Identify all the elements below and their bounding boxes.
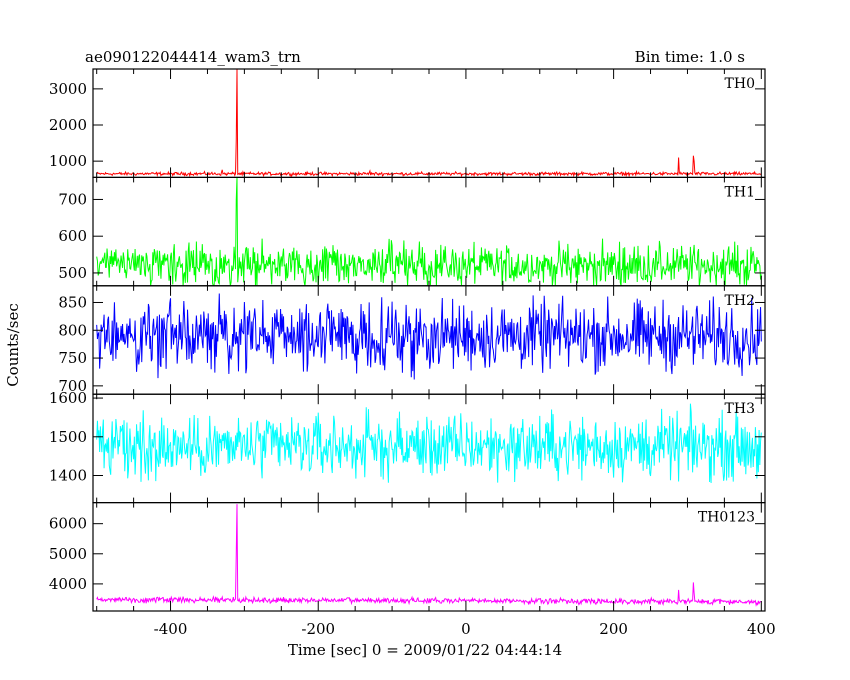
panel-label-th0123: TH0123	[698, 510, 755, 526]
series-line-th2	[96, 293, 762, 380]
y-tick-label: 600	[58, 227, 87, 245]
series-line-th0	[96, 68, 762, 178]
chart-right-title: Bin time: 1.0 s	[635, 48, 745, 66]
y-tick-label: 700	[58, 377, 87, 395]
series-line-th0123	[96, 504, 762, 607]
panel-label-th1: TH1	[725, 184, 755, 200]
y-tick-label: 1400	[49, 467, 87, 485]
y-tick-label: 850	[58, 293, 87, 311]
y-tick-label: 500	[58, 264, 87, 282]
y-tick-label: 700	[58, 190, 87, 208]
series-line-th3	[96, 403, 762, 483]
panel-frame-th0123	[92, 502, 766, 612]
x-tick-label: 200	[599, 620, 628, 638]
y-tick-label: 5000	[49, 545, 87, 563]
y-tick-label: 6000	[49, 515, 87, 533]
y-tick-label: 800	[58, 321, 87, 339]
chart-left-title: ae090122044414_wam3_trn	[85, 48, 301, 66]
panel-label-th3: TH3	[725, 401, 755, 417]
y-tick-label: 750	[58, 349, 87, 367]
x-tick-label: -200	[301, 620, 335, 638]
y-tick-label: 1500	[49, 428, 87, 446]
panel-frame-th0	[92, 68, 766, 179]
y-tick-label: 3000	[49, 80, 87, 98]
y-axis-label: Counts/sec	[4, 303, 22, 387]
x-tick-label: 0	[461, 620, 471, 638]
y-tick-label: 4000	[49, 575, 87, 593]
y-tick-label: 1000	[49, 152, 87, 170]
x-tick-label: -400	[154, 620, 188, 638]
series-line-th1	[96, 177, 762, 287]
y-tick-label: 2000	[49, 116, 87, 134]
panel-label-th2: TH2	[725, 293, 755, 309]
y-tick-label: 1600	[49, 389, 87, 407]
x-tick-label: 400	[747, 620, 776, 638]
panel-label-th0: TH0	[725, 76, 755, 92]
x-axis-label: Time [sec] 0 = 2009/01/22 04:44:14	[288, 641, 562, 659]
